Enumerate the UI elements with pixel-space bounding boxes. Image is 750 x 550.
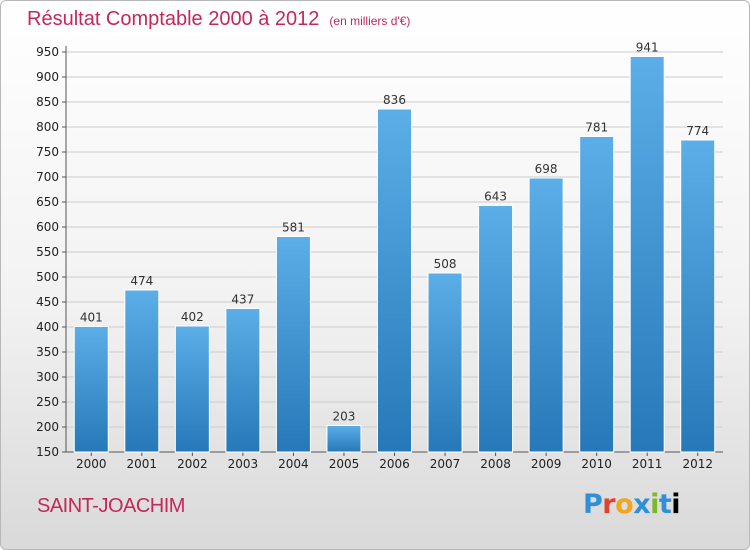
- x-tick-label: 2007: [430, 457, 461, 471]
- x-tick-label: 2005: [329, 457, 360, 471]
- city-name: SAINT-JOACHIM: [37, 495, 185, 517]
- y-tick-label: 650: [36, 195, 59, 209]
- y-tick-label: 800: [36, 120, 59, 134]
- bar-2005: [326, 425, 362, 453]
- bar-2003: [225, 308, 261, 453]
- x-tick-label: 2002: [177, 457, 208, 471]
- y-tick-label: 900: [36, 70, 59, 84]
- x-tick-label: 2011: [632, 457, 663, 471]
- logo-letter: i: [671, 489, 681, 520]
- labels: 150 200 250 300 350 400 450 500 550 600 650 700 750 8…: [36, 41, 713, 472]
- y-tick-label: 400: [36, 320, 59, 334]
- bar-2012: [680, 139, 716, 453]
- bar-2007: [427, 272, 463, 453]
- y-tick-label: 600: [36, 220, 59, 234]
- y-tick-label: 450: [36, 295, 59, 309]
- data-label: 581: [282, 221, 305, 235]
- bar-2010: [579, 136, 615, 453]
- logo-letter: r: [602, 489, 616, 520]
- bar-2000: [73, 326, 109, 453]
- y-tick-label: 950: [36, 45, 59, 59]
- y-tick-label: 250: [36, 395, 59, 409]
- bar-2008: [478, 205, 514, 453]
- chart-title: Résultat Comptable 2000 à 2012 (en millie…: [27, 8, 410, 31]
- x-tick-label: 2008: [480, 457, 511, 471]
- y-tick-label: 150: [36, 445, 59, 459]
- proxiti-logo: Proxiti: [583, 489, 681, 520]
- bars: [73, 56, 716, 453]
- logo-letter: x: [633, 489, 651, 520]
- y-tick-label: 550: [36, 245, 59, 259]
- data-label: 836: [383, 93, 406, 107]
- chart-subtitle: (en milliers d'€): [329, 14, 411, 28]
- bar-2011: [629, 56, 665, 453]
- bar-2004: [275, 236, 311, 453]
- logo-letter: o: [615, 489, 634, 520]
- data-label: 401: [80, 311, 103, 325]
- data-label: 941: [636, 41, 659, 55]
- bar-2001: [124, 289, 160, 453]
- logo-letter: i: [650, 489, 659, 520]
- data-label: 437: [231, 293, 254, 307]
- bar-2002: [174, 325, 210, 453]
- data-label: 643: [484, 190, 507, 204]
- x-tick-label: 2004: [278, 457, 309, 471]
- x-tick-label: 2006: [379, 457, 410, 471]
- y-tick-label: 700: [36, 170, 59, 184]
- data-label: 774: [686, 124, 709, 138]
- y-tick-label: 750: [36, 145, 59, 159]
- x-tick-label: 2009: [531, 457, 562, 471]
- logo-letter: t: [658, 489, 672, 520]
- logo-letter: P: [583, 489, 603, 520]
- x-tick-label: 2001: [127, 457, 158, 471]
- data-label: 203: [333, 410, 356, 424]
- x-tick-label: 2003: [228, 457, 259, 471]
- y-tick-label: 200: [36, 420, 59, 434]
- x-tick-label: 2012: [682, 457, 713, 471]
- bar-2006: [377, 108, 412, 453]
- data-label: 402: [181, 310, 204, 324]
- x-tick-label: 2010: [581, 457, 612, 471]
- x-tick-label: 2000: [76, 457, 107, 471]
- bar-2009: [528, 177, 564, 453]
- y-tick-label: 850: [36, 95, 59, 109]
- data-label: 781: [585, 121, 608, 135]
- data-label: 698: [535, 162, 558, 176]
- data-label: 508: [434, 257, 457, 271]
- data-label: 474: [130, 274, 153, 288]
- y-tick-label: 500: [36, 270, 59, 284]
- y-tick-label: 350: [36, 345, 59, 359]
- y-tick-label: 300: [36, 370, 59, 384]
- chart-title-text: Résultat Comptable 2000 à 2012: [27, 8, 320, 30]
